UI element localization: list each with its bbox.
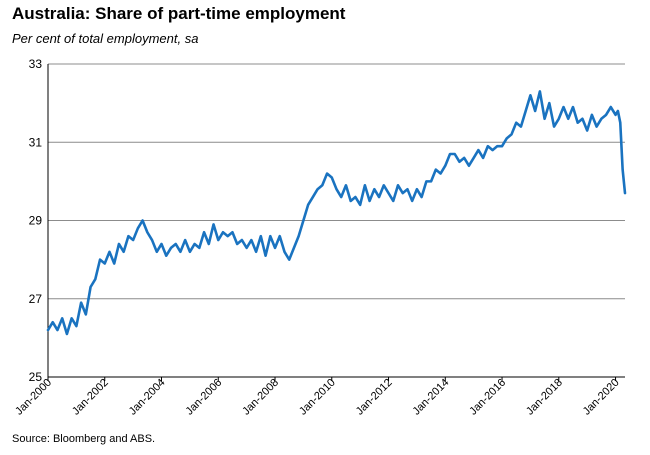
axes	[47, 64, 625, 381]
x-tick-label: Jan-2006	[183, 377, 224, 418]
series-line-0	[46, 90, 627, 336]
y-tick-label: 27	[29, 292, 43, 306]
x-tick-label: Jan-2002	[70, 377, 111, 418]
x-tick-label: Jan-2008	[240, 377, 281, 418]
x-tick-label: Jan-2010	[297, 377, 338, 418]
series-group	[46, 90, 627, 336]
source-note: Source: Bloomberg and ABS.	[12, 433, 156, 445]
x-tick-label: Jan-2018	[524, 377, 565, 418]
x-tick-label: Jan-2014	[410, 377, 451, 418]
y-tick-label: 31	[29, 135, 43, 149]
gridlines	[48, 63, 625, 300]
y-tick-labels: 25 27 29 31 33	[29, 57, 43, 384]
chart-title: Australia: Share of part-time employment	[12, 4, 346, 23]
y-tick-label: 25	[29, 370, 43, 384]
x-tick-label: Jan-2020	[581, 377, 622, 418]
x-tick-label: Jan-2016	[467, 377, 508, 418]
x-tick-label: Jan-2004	[127, 377, 168, 418]
x-tick-labels: Jan-2000 Jan-2002 Jan-2004 Jan-2006 Jan-2008…	[13, 377, 621, 418]
y-tick-label: 29	[29, 214, 43, 228]
chart-subtitle: Per cent of total employment, sa	[12, 31, 199, 46]
x-tick-label: Jan-2012	[354, 377, 395, 418]
y-tick-label: 33	[29, 57, 43, 71]
